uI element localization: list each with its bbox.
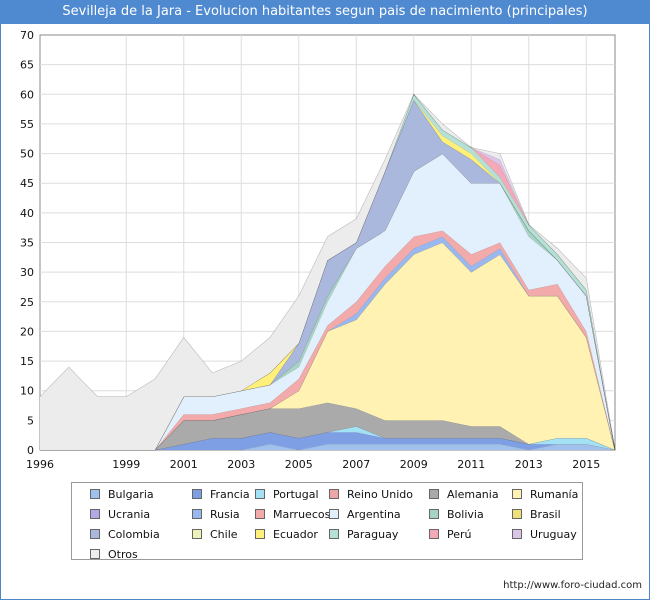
x-tick-label-2015: 2015 [572, 458, 600, 471]
legend-item: Francia [192, 488, 250, 502]
legend-swatch [192, 489, 202, 499]
legend-swatch [192, 529, 202, 539]
legend-swatch [512, 529, 522, 539]
y-tick-label-50: 50 [20, 148, 34, 161]
legend-label: Bolivia [447, 508, 484, 521]
legend-item: Alemania [429, 488, 499, 502]
legend-swatch [255, 509, 265, 519]
chart-title: Sevilleja de la Jara - Evolucion habitan… [0, 0, 650, 24]
y-tick-label-20: 20 [20, 325, 34, 338]
legend-swatch [512, 489, 522, 499]
legend-label: Bulgaria [108, 488, 154, 501]
legend-swatch [90, 549, 100, 559]
legend-swatch [255, 529, 265, 539]
legend-item: Ucrania [90, 508, 150, 522]
x-tick-label-2005: 2005 [285, 458, 313, 471]
area-series-alemania [40, 402, 615, 450]
x-tick-label-2001: 2001 [170, 458, 198, 471]
legend-item: Ecuador [255, 528, 318, 542]
y-tick-label-15: 15 [20, 355, 34, 368]
legend-item: Bolivia [429, 508, 484, 522]
legend-item: Perú [429, 528, 472, 542]
legend-swatch [255, 489, 265, 499]
legend-label: Otros [108, 548, 138, 561]
legend-label: Ucrania [108, 508, 151, 521]
legend-label: Paraguay [347, 528, 399, 541]
y-tick-label-65: 65 [20, 59, 34, 72]
legend-swatch [192, 509, 202, 519]
legend-label: Uruguay [530, 528, 577, 541]
legend-label: Brasil [530, 508, 561, 521]
area-series-francia [40, 432, 615, 450]
legend-swatch [429, 529, 439, 539]
x-tick-label-2009: 2009 [400, 458, 428, 471]
y-tick-label-45: 45 [20, 177, 34, 190]
legend-swatch [329, 529, 339, 539]
area-edge-otros [39, 93, 616, 451]
legend-item: Reino Unido [329, 488, 413, 502]
legend-swatch [329, 509, 339, 519]
legend-label: Ecuador [273, 528, 318, 541]
legend-label: Francia [210, 488, 250, 501]
area-series-otros [40, 94, 615, 451]
source-url: http://www.foro-ciudad.com [503, 580, 642, 591]
legend-label: Argentina [347, 508, 401, 521]
legend-label: Rumanía [530, 488, 579, 501]
legend-label: Portugal [273, 488, 319, 501]
legend-label: Marruecos [273, 508, 331, 521]
legend-item: Rumanía [512, 488, 578, 502]
y-tick-label-55: 55 [20, 118, 34, 131]
legend-swatch [429, 509, 439, 519]
axis-layer: 0 5 10 15 20 25 30 35 40 45 50 55 60 65 70 1996 1999 2001… [20, 29, 600, 471]
y-tick-label-70: 70 [20, 29, 34, 42]
legend-item: Marruecos [255, 508, 330, 522]
x-tick-label-1996: 1996 [26, 458, 54, 471]
x-tick-label-2007: 2007 [342, 458, 370, 471]
legend-label: Rusia [210, 508, 240, 521]
area-series-bolivia [40, 153, 615, 450]
y-tick-label-25: 25 [20, 296, 34, 309]
legend-item: Bulgaria [90, 488, 154, 502]
legend-item: Brasil [512, 508, 561, 522]
y-tick-label-40: 40 [20, 207, 34, 220]
legend-label: Alemania [447, 488, 499, 501]
y-tick-label-30: 30 [20, 266, 34, 279]
legend-swatch [429, 489, 439, 499]
legend-swatch [90, 489, 100, 499]
legend-swatch [512, 509, 522, 519]
legend-item: Uruguay [512, 528, 577, 542]
legend-item: Rusia [192, 508, 240, 522]
legend-item: Colombia [90, 528, 160, 542]
y-tick-label-35: 35 [20, 237, 34, 250]
x-tick-label-2011: 2011 [457, 458, 485, 471]
x-tick-label-2003: 2003 [227, 458, 255, 471]
x-tick-label-2013: 2013 [515, 458, 543, 471]
legend-item: Argentina [329, 508, 401, 522]
legend-label: Colombia [108, 528, 160, 541]
legend-item: Otros [90, 548, 138, 562]
legend-swatch [90, 509, 100, 519]
legend-swatch [329, 489, 339, 499]
legend-label: Chile [210, 528, 238, 541]
y-tick-label-10: 10 [20, 385, 34, 398]
x-tick-label-1999: 1999 [112, 458, 140, 471]
legend-label: Reino Unido [347, 488, 413, 501]
y-tick-label-60: 60 [20, 88, 34, 101]
area-layer [39, 93, 616, 451]
area-series-colombia [40, 100, 615, 450]
y-tick-label-0: 0 [27, 444, 34, 457]
area-series-rumania [40, 242, 615, 450]
y-tick-label-5: 5 [27, 414, 34, 427]
legend-item: Paraguay [329, 528, 398, 542]
legend-label: Perú [447, 528, 472, 541]
area-series-bulgaria [40, 444, 615, 450]
legend-swatch [90, 529, 100, 539]
legend-item: Chile [192, 528, 238, 542]
chart-legend: Bulgaria Francia Portugal Reino Unido Aleman… [71, 482, 583, 562]
legend-item: Portugal [255, 488, 319, 502]
